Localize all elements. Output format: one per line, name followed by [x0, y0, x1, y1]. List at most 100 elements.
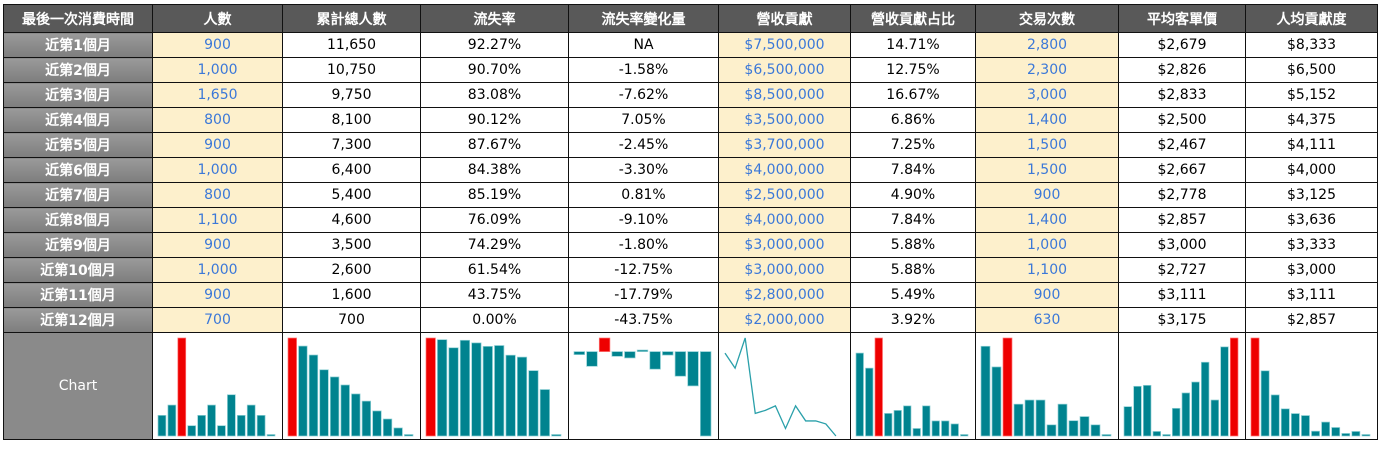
table-cell[interactable]: $6,500,000	[718, 57, 851, 83]
table-cell[interactable]: 8,100	[282, 107, 421, 133]
table-cell[interactable]: 4,600	[282, 207, 421, 233]
table-cell[interactable]: 2,800	[975, 32, 1119, 58]
table-cell[interactable]: 90.12%	[420, 107, 569, 133]
table-cell[interactable]: 1,000	[152, 57, 283, 83]
table-cell[interactable]: -43.75%	[568, 307, 719, 333]
table-cell[interactable]: 87.67%	[420, 132, 569, 158]
table-cell[interactable]: 11,650	[282, 32, 421, 58]
row-label[interactable]: 近第3個月	[3, 82, 153, 108]
table-cell[interactable]: 92.27%	[420, 32, 569, 58]
table-cell[interactable]: 43.75%	[420, 282, 569, 308]
table-cell[interactable]: $2,500,000	[718, 182, 851, 208]
row-label[interactable]: 近第10個月	[3, 257, 153, 283]
row-label[interactable]: 近第11個月	[3, 282, 153, 308]
column-header[interactable]: 人均貢獻度	[1245, 4, 1378, 33]
table-cell[interactable]: -3.30%	[568, 157, 719, 183]
row-label[interactable]: 近第1個月	[3, 32, 153, 58]
table-cell[interactable]: 1,400	[975, 107, 1119, 133]
table-cell[interactable]: -2.45%	[568, 132, 719, 158]
column-header[interactable]: 流失率變化量	[568, 4, 719, 33]
table-cell[interactable]: $2,667	[1118, 157, 1246, 183]
table-cell[interactable]: 900	[152, 132, 283, 158]
table-cell[interactable]: 7.84%	[850, 157, 976, 183]
table-cell[interactable]: $3,636	[1245, 207, 1378, 233]
table-cell[interactable]: 7.25%	[850, 132, 976, 158]
column-header[interactable]: 累計總人數	[282, 4, 421, 33]
table-cell[interactable]: 10,750	[282, 57, 421, 83]
table-cell[interactable]: -17.79%	[568, 282, 719, 308]
table-cell[interactable]: $3,125	[1245, 182, 1378, 208]
table-cell[interactable]: 1,100	[975, 257, 1119, 283]
table-cell[interactable]: 83.08%	[420, 82, 569, 108]
table-cell[interactable]: 1,500	[975, 132, 1119, 158]
table-cell[interactable]: 800	[152, 107, 283, 133]
table-cell[interactable]: $3,700,000	[718, 132, 851, 158]
table-cell[interactable]: 2,600	[282, 257, 421, 283]
table-cell[interactable]: 14.71%	[850, 32, 976, 58]
row-label[interactable]: 近第5個月	[3, 132, 153, 158]
row-label[interactable]: 近第8個月	[3, 207, 153, 233]
table-cell[interactable]: 84.38%	[420, 157, 569, 183]
table-cell[interactable]: -12.75%	[568, 257, 719, 283]
table-cell[interactable]: 900	[975, 182, 1119, 208]
table-cell[interactable]: $2,467	[1118, 132, 1246, 158]
table-cell[interactable]: -1.80%	[568, 232, 719, 258]
table-cell[interactable]: 900	[975, 282, 1119, 308]
table-cell[interactable]: -1.58%	[568, 57, 719, 83]
row-label[interactable]: 近第2個月	[3, 57, 153, 83]
column-header[interactable]: 交易次數	[975, 4, 1119, 33]
column-header[interactable]: 營收貢獻占比	[850, 4, 976, 33]
table-cell[interactable]: 900	[152, 32, 283, 58]
table-cell[interactable]: 3.92%	[850, 307, 976, 333]
table-cell[interactable]: 6,400	[282, 157, 421, 183]
table-cell[interactable]: 1,100	[152, 207, 283, 233]
table-cell[interactable]: $6,500	[1245, 57, 1378, 83]
table-cell[interactable]: 61.54%	[420, 257, 569, 283]
table-cell[interactable]: 5.88%	[850, 232, 976, 258]
table-cell[interactable]: $2,727	[1118, 257, 1246, 283]
table-cell[interactable]: 9,750	[282, 82, 421, 108]
table-cell[interactable]: $2,778	[1118, 182, 1246, 208]
table-cell[interactable]: 1,400	[975, 207, 1119, 233]
table-cell[interactable]: 5.49%	[850, 282, 976, 308]
table-cell[interactable]: $3,111	[1118, 282, 1246, 308]
table-cell[interactable]: $4,111	[1245, 132, 1378, 158]
table-cell[interactable]: 900	[152, 232, 283, 258]
table-cell[interactable]: $2,857	[1245, 307, 1378, 333]
table-cell[interactable]: $2,000,000	[718, 307, 851, 333]
table-cell[interactable]: $3,111	[1245, 282, 1378, 308]
table-cell[interactable]: -7.62%	[568, 82, 719, 108]
table-cell[interactable]: 1,500	[975, 157, 1119, 183]
row-label[interactable]: 近第12個月	[3, 307, 153, 333]
table-cell[interactable]: 76.09%	[420, 207, 569, 233]
table-cell[interactable]: 12.75%	[850, 57, 976, 83]
table-cell[interactable]: $3,500,000	[718, 107, 851, 133]
table-cell[interactable]: 90.70%	[420, 57, 569, 83]
table-cell[interactable]: 700	[152, 307, 283, 333]
row-label[interactable]: 近第6個月	[3, 157, 153, 183]
table-cell[interactable]: 1,650	[152, 82, 283, 108]
table-cell[interactable]: 700	[282, 307, 421, 333]
column-header[interactable]: 最後一次消費時間	[3, 4, 153, 33]
column-header[interactable]: 人數	[152, 4, 283, 33]
table-cell[interactable]: 0.81%	[568, 182, 719, 208]
table-cell[interactable]: 630	[975, 307, 1119, 333]
table-cell[interactable]: $8,500,000	[718, 82, 851, 108]
table-cell[interactable]: $2,826	[1118, 57, 1246, 83]
table-cell[interactable]: $7,500,000	[718, 32, 851, 58]
table-cell[interactable]: $2,500	[1118, 107, 1246, 133]
table-cell[interactable]: -9.10%	[568, 207, 719, 233]
table-cell[interactable]: 6.86%	[850, 107, 976, 133]
table-cell[interactable]: 3,000	[975, 82, 1119, 108]
table-cell[interactable]: $3,000	[1245, 257, 1378, 283]
table-cell[interactable]: $4,000,000	[718, 207, 851, 233]
table-cell[interactable]: 74.29%	[420, 232, 569, 258]
table-cell[interactable]: $3,000,000	[718, 232, 851, 258]
table-cell[interactable]: 2,300	[975, 57, 1119, 83]
table-cell[interactable]: 85.19%	[420, 182, 569, 208]
row-label[interactable]: 近第7個月	[3, 182, 153, 208]
table-cell[interactable]: $2,679	[1118, 32, 1246, 58]
table-cell[interactable]: 4.90%	[850, 182, 976, 208]
table-cell[interactable]: $3,175	[1118, 307, 1246, 333]
table-cell[interactable]: 800	[152, 182, 283, 208]
